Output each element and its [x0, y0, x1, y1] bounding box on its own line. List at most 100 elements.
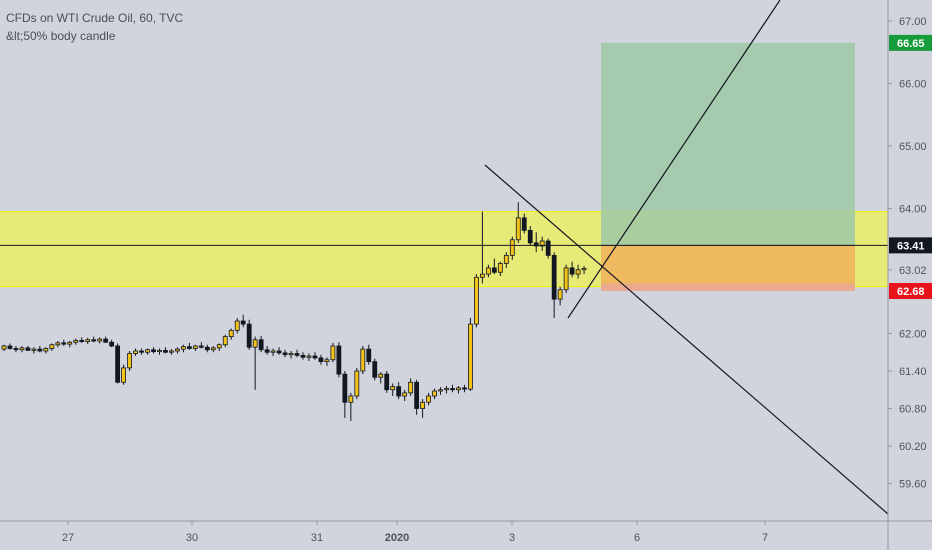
candle[interactable]: [139, 348, 144, 355]
candle[interactable]: [204, 344, 210, 353]
candle[interactable]: [324, 357, 330, 366]
candle[interactable]: [569, 261, 575, 278]
candle[interactable]: [276, 347, 282, 355]
candle[interactable]: [312, 352, 318, 360]
candle[interactable]: [438, 387, 443, 395]
candle[interactable]: [222, 334, 228, 348]
candle[interactable]: [258, 336, 264, 353]
candle[interactable]: [73, 338, 79, 345]
candle[interactable]: [13, 346, 19, 353]
candle[interactable]: [97, 337, 103, 344]
candle[interactable]: [210, 346, 216, 353]
candle[interactable]: [37, 346, 43, 353]
candle[interactable]: [151, 347, 156, 354]
candle[interactable]: [450, 384, 455, 393]
candle[interactable]: [420, 399, 426, 418]
candle[interactable]: [61, 339, 67, 346]
candle[interactable]: [145, 348, 150, 355]
candle[interactable]: [342, 371, 348, 418]
candle[interactable]: [414, 379, 420, 415]
candle[interactable]: [366, 344, 372, 365]
candle[interactable]: [485, 264, 491, 278]
candle[interactable]: [25, 346, 31, 351]
candle[interactable]: [192, 344, 198, 351]
candle[interactable]: [180, 344, 186, 353]
candle[interactable]: [85, 337, 91, 345]
candle[interactable]: [246, 319, 252, 350]
symbol-title[interactable]: CFDs on WTI Crude Oil, 60, TVC: [6, 11, 184, 25]
candle[interactable]: [545, 238, 551, 259]
candle[interactable]: [426, 392, 431, 406]
candle[interactable]: [330, 342, 336, 363]
candle[interactable]: [509, 236, 515, 260]
candle[interactable]: [563, 264, 569, 293]
candle[interactable]: [396, 382, 402, 400]
candle[interactable]: [264, 346, 270, 355]
candle[interactable]: [198, 342, 204, 349]
candle[interactable]: [127, 351, 132, 371]
candle[interactable]: [491, 258, 497, 275]
candle[interactable]: [175, 347, 180, 354]
candle[interactable]: [390, 383, 396, 397]
candle[interactable]: [186, 342, 192, 350]
candle[interactable]: [557, 286, 563, 306]
candle[interactable]: [288, 351, 294, 359]
candle[interactable]: [444, 386, 449, 394]
candle[interactable]: [372, 358, 378, 381]
candle[interactable]: [581, 266, 587, 275]
candle[interactable]: [133, 348, 138, 357]
candle[interactable]: [551, 252, 557, 318]
candle[interactable]: [408, 378, 414, 397]
time-axis[interactable]: 27 30 31 2020 3 6 7: [62, 521, 768, 544]
profit-target-zone[interactable]: [601, 42, 855, 246]
candle[interactable]: [55, 341, 61, 348]
candle[interactable]: [527, 226, 533, 246]
candle[interactable]: [1, 344, 7, 351]
candle[interactable]: [497, 261, 503, 276]
stop-loss-zone[interactable]: [601, 245, 855, 291]
candle[interactable]: [7, 343, 13, 350]
candle[interactable]: [300, 352, 306, 360]
indicator-title[interactable]: &lt;50% body candle: [6, 29, 116, 43]
candle[interactable]: [378, 372, 384, 384]
candle[interactable]: [456, 386, 461, 394]
candle[interactable]: [121, 364, 126, 385]
candle[interactable]: [79, 337, 85, 343]
candle[interactable]: [228, 328, 234, 340]
candle[interactable]: [49, 343, 55, 352]
candle[interactable]: [533, 232, 539, 253]
candle[interactable]: [109, 339, 115, 348]
candle[interactable]: [318, 354, 324, 365]
candle[interactable]: [115, 343, 121, 384]
candle[interactable]: [294, 349, 300, 358]
candle[interactable]: [270, 348, 276, 357]
candle[interactable]: [282, 349, 288, 358]
candle[interactable]: [384, 371, 390, 393]
candle[interactable]: [31, 347, 37, 354]
candle[interactable]: [216, 343, 222, 352]
candle[interactable]: [402, 389, 408, 401]
candle[interactable]: [474, 274, 479, 328]
candle[interactable]: [91, 336, 97, 343]
candle[interactable]: [539, 236, 545, 251]
candle[interactable]: [515, 202, 521, 243]
candle[interactable]: [336, 342, 342, 378]
candle[interactable]: [468, 317, 473, 391]
candle[interactable]: [43, 347, 49, 354]
candle[interactable]: [163, 347, 168, 354]
candle[interactable]: [360, 346, 366, 375]
candle[interactable]: [348, 392, 354, 421]
ascending-trendline[interactable]: [567, 0, 781, 319]
candle[interactable]: [19, 346, 25, 353]
candle[interactable]: [157, 348, 162, 355]
candle[interactable]: [503, 252, 509, 268]
candle[interactable]: [252, 336, 258, 390]
candle[interactable]: [354, 367, 360, 400]
candle[interactable]: [103, 336, 109, 343]
candle[interactable]: [240, 314, 246, 328]
candle[interactable]: [234, 317, 240, 334]
candle[interactable]: [306, 353, 312, 362]
candle[interactable]: [479, 211, 485, 284]
